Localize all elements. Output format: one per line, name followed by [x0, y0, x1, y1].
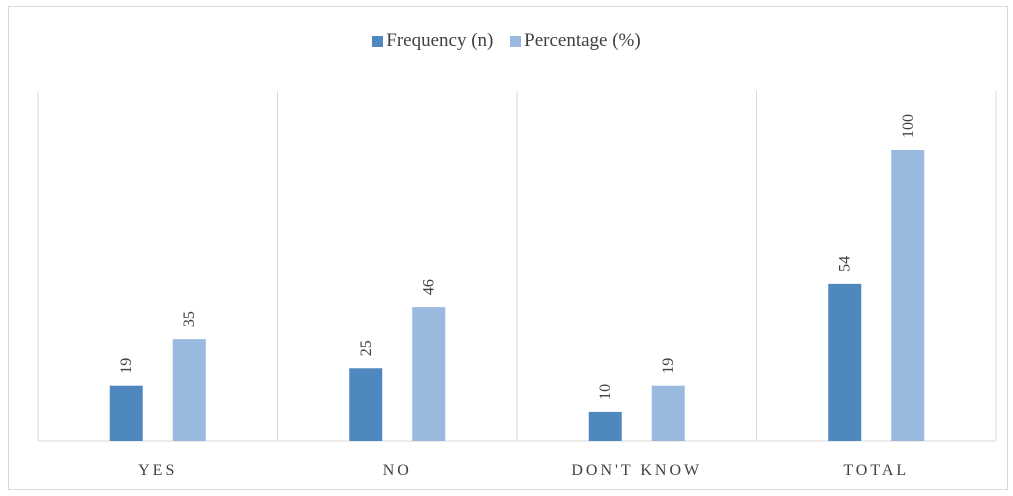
bar-frequency: [588, 411, 622, 441]
data-label: 19: [118, 358, 135, 374]
x-tick-label: DON'T KNOW: [571, 462, 702, 479]
legend-item-percentage: Percentage (%): [510, 30, 641, 52]
x-tick-label: TOTAL: [843, 462, 909, 479]
data-label: 19: [660, 358, 677, 374]
legend: Frequency (n) Percentage (%): [0, 30, 1013, 53]
data-label: 100: [900, 114, 917, 138]
bar-frequency: [349, 368, 383, 441]
data-label: 25: [358, 340, 375, 356]
bar-frequency: [828, 283, 862, 441]
data-label: 46: [421, 279, 438, 295]
data-label: 54: [837, 256, 854, 272]
x-tick-label: YES: [138, 462, 177, 479]
legend-swatch-frequency: [372, 35, 384, 47]
bar-frequency: [109, 385, 143, 441]
data-label: 10: [597, 384, 614, 400]
legend-label-percentage: Percentage (%): [524, 30, 641, 51]
bar-percentage: [891, 150, 925, 441]
legend-item-frequency: Frequency (n): [372, 30, 493, 52]
x-tick-label: NO: [383, 462, 412, 479]
legend-label-frequency: Frequency (n): [386, 30, 494, 51]
bar-percentage: [172, 339, 206, 441]
data-label: 35: [181, 311, 198, 327]
bar-percentage: [651, 385, 685, 441]
bar-percentage: [412, 307, 446, 441]
legend-swatch-percentage: [510, 35, 522, 47]
